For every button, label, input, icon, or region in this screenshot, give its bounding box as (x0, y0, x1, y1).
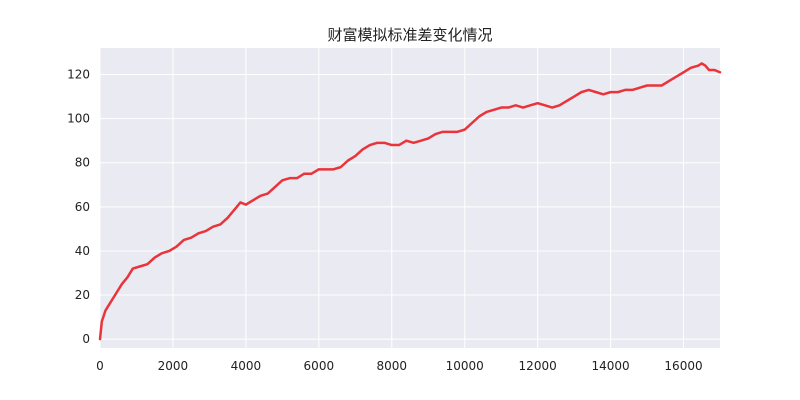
x-tick-label: 0 (96, 359, 104, 373)
series-layer (98, 62, 722, 341)
series-line-0 (98, 62, 722, 341)
x-tick-label: 16000 (664, 359, 702, 373)
y-tick-label: 0 (82, 332, 90, 346)
y-tick-label: 100 (67, 112, 90, 126)
y-tick-label: 40 (75, 244, 90, 258)
grid-lines (99, 48, 720, 348)
y-tick-label: 120 (67, 67, 90, 81)
x-tick-label: 10000 (446, 359, 484, 373)
y-tick-label: 80 (75, 156, 90, 170)
x-tick-label: 12000 (519, 359, 557, 373)
y-tick-label: 20 (75, 288, 90, 302)
x-tick-label: 8000 (376, 359, 407, 373)
x-tick-label: 14000 (591, 359, 629, 373)
tick-labels: 0 2000 4000 6000 8000 10000 12000 14000 16000 0 20… (67, 67, 703, 373)
plot-area (100, 48, 720, 348)
x-tick-label: 6000 (304, 359, 335, 373)
x-tick-label: 4000 (231, 359, 262, 373)
y-tick-label: 60 (75, 200, 90, 214)
chart-title: 财富模拟标准差变化情况 (327, 26, 492, 44)
x-tick-label: 2000 (158, 359, 189, 373)
